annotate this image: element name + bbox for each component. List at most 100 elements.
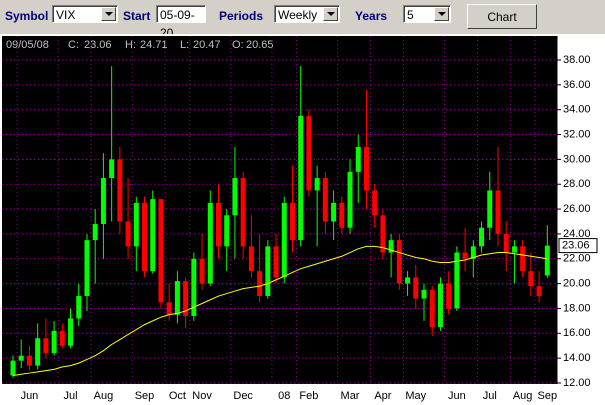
- candle-body: [306, 115, 312, 191]
- candle-body: [544, 245, 550, 276]
- x-tick-label: Oct: [169, 390, 186, 402]
- header: 09/05/08 C: 23.06 H: 24.71 L: 20.47 O: 2…: [6, 39, 274, 51]
- y-tick-label: 26.00: [563, 203, 591, 215]
- y-tick-label: 30.00: [563, 153, 591, 165]
- plot-area: [2, 36, 557, 384]
- symbol-value: VIX: [56, 8, 76, 22]
- y-tick-label: 32.00: [563, 128, 591, 140]
- candle-body: [257, 271, 263, 297]
- candle-body: [289, 202, 295, 241]
- x-tick-label: Aug: [513, 390, 533, 402]
- y-tick-label: 14.00: [563, 352, 591, 364]
- x-tick-label: Mar: [341, 390, 360, 402]
- header-low: 20.47: [193, 39, 221, 51]
- candle-body: [68, 318, 74, 346]
- header-close: 23.06: [84, 39, 112, 51]
- candle-body: [10, 360, 16, 376]
- candle-body: [281, 202, 287, 278]
- x-tick-label: Dec: [233, 390, 253, 402]
- last-price-box: [558, 238, 598, 254]
- candle-body: [35, 338, 41, 366]
- symbol-label: Symbol: [5, 9, 49, 23]
- candle-body: [454, 252, 460, 309]
- periods-value: Weekly: [278, 8, 318, 22]
- candle-body: [84, 240, 90, 297]
- candle-body: [446, 283, 452, 309]
- candle-body: [355, 146, 361, 172]
- candle-body: [191, 258, 197, 316]
- candle-body: [109, 159, 115, 179]
- header-high: 24.71: [140, 39, 168, 51]
- header-high-label: H:: [125, 39, 136, 51]
- candle-body: [183, 281, 189, 316]
- header-open: 20.65: [246, 39, 274, 51]
- candle-body: [536, 286, 542, 297]
- candle-body: [314, 178, 320, 191]
- candle-body: [462, 252, 468, 259]
- candle-body: [380, 215, 386, 253]
- x-tick-label: Sep: [538, 390, 558, 402]
- candle-body: [216, 202, 221, 247]
- candle-body: [199, 258, 205, 284]
- candle-body: [26, 355, 32, 366]
- x-tick-label: Jul: [64, 390, 78, 402]
- years-select[interactable]: 5: [403, 5, 451, 23]
- x-tick-label: Apr: [374, 390, 391, 402]
- periods-select[interactable]: Weekly: [274, 5, 340, 23]
- x-tick-label: Jun: [21, 390, 39, 402]
- header-low-label: L:: [180, 39, 189, 51]
- y-tick-label: 22.00: [563, 253, 591, 265]
- chart-button[interactable]: Chart: [467, 4, 537, 29]
- x-tick-label: Nov: [192, 390, 212, 402]
- x-tick-label: Aug: [94, 390, 114, 402]
- candle-body: [76, 296, 82, 319]
- candle-body: [92, 223, 98, 241]
- years-value: 5: [407, 8, 414, 22]
- candle-body: [207, 202, 213, 284]
- candle-body: [487, 190, 493, 228]
- candle-body: [322, 178, 328, 222]
- candle-body: [495, 190, 501, 234]
- candle-body: [133, 202, 139, 247]
- dropdown-arrow[interactable]: [101, 7, 116, 21]
- candle-body: [59, 330, 65, 346]
- y-tick-label: 34.00: [563, 104, 591, 116]
- candle-body: [18, 355, 24, 361]
- header-date: 09/05/08: [6, 39, 49, 51]
- dropdown-arrow[interactable]: [323, 7, 338, 21]
- x-tick-label: Jun: [448, 390, 466, 402]
- y-tick-label: 18.00: [563, 302, 591, 314]
- candle-body: [265, 246, 271, 297]
- chart: 09/05/08 C: 23.06 H: 24.71 L: 20.47 O: 2…: [0, 34, 605, 405]
- y-tick-label: 24.00: [563, 228, 591, 240]
- candle-body: [429, 289, 435, 328]
- candle-body: [142, 202, 148, 272]
- years-label: Years: [355, 9, 388, 23]
- moving-average: [12, 245, 548, 377]
- candle-body: [503, 233, 509, 253]
- candle-body: [347, 171, 353, 228]
- candle-body: [339, 202, 345, 228]
- candle-body: [158, 199, 164, 303]
- candle-body: [421, 289, 427, 299]
- x-tick-label: Sep: [135, 390, 155, 402]
- candle-body: [413, 277, 419, 299]
- candle-body: [166, 302, 172, 315]
- symbol-select[interactable]: VIX: [52, 5, 118, 23]
- dropdown-arrow[interactable]: [434, 7, 449, 21]
- candle-body: [363, 146, 369, 191]
- candle-body: [174, 281, 180, 315]
- periods-label: Periods: [219, 9, 264, 23]
- candle-body: [372, 190, 378, 216]
- x-tick-label: May: [405, 390, 426, 402]
- x-tick-label: Feb: [299, 390, 318, 402]
- candle-body: [520, 246, 526, 272]
- x-tick-label: Jul: [483, 390, 497, 402]
- start-input[interactable]: 05-09-20: [156, 5, 206, 40]
- y-tick-label: 12.00: [563, 377, 591, 389]
- candle-body: [470, 246, 476, 259]
- candle-body: [511, 246, 517, 253]
- candle-body: [232, 178, 238, 216]
- candle-body: [51, 330, 57, 354]
